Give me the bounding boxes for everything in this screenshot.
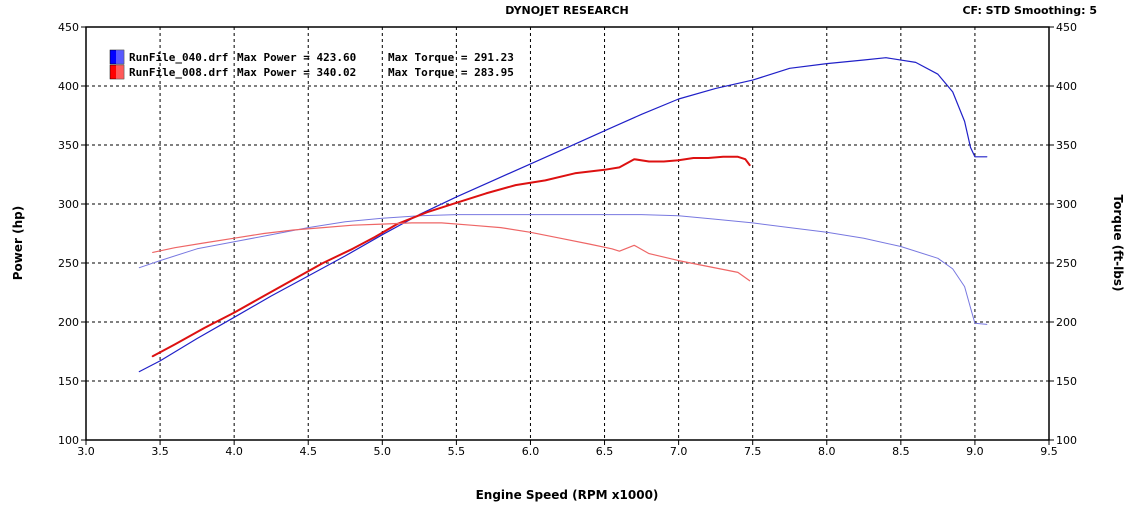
legend-swatch <box>109 64 125 80</box>
plot-frame <box>85 26 1050 441</box>
y-axis-label: Power (hp) <box>11 206 25 280</box>
x-tick-label: 7.0 <box>670 445 688 458</box>
x-tick-label: 3.5 <box>151 445 169 458</box>
series-line-runfile-040-power <box>138 57 988 373</box>
x-tick-label: 4.0 <box>225 445 243 458</box>
y2-tick-label: 350 <box>1056 139 1077 152</box>
x-tick-label: 4.5 <box>299 445 317 458</box>
x-tick-label: 7.5 <box>744 445 762 458</box>
x-tick-label: 8.0 <box>818 445 836 458</box>
y-tick-label: 300 <box>58 198 79 211</box>
x-tick-label: 6.0 <box>522 445 540 458</box>
y2-tick-label: 400 <box>1056 80 1077 93</box>
y-tick-label: 150 <box>58 375 79 388</box>
y2-tick-label: 300 <box>1056 198 1077 211</box>
x-tick-label: 3.0 <box>77 445 95 458</box>
legend-entry: RunFile_040.drf Max Power = 423.60 Max Tor… <box>109 49 514 65</box>
legend-entry: RunFile_008.drf Max Power = 340.02 Max Tor… <box>109 64 514 80</box>
legend-swatch-shade <box>116 65 124 79</box>
y2-tick-label: 450 <box>1056 21 1077 34</box>
correction-info: CF: STD Smoothing: 5 <box>962 4 1097 17</box>
legend-max-power: Max Power = 423.60 <box>237 51 356 64</box>
legend-max-power: Max Power = 340.02 <box>237 66 356 79</box>
legend-max-torque: Max Torque = 291.23 <box>388 51 514 64</box>
x-tick-label: 8.5 <box>892 445 910 458</box>
x-tick-label: 6.5 <box>596 445 614 458</box>
legend-swatch-shade <box>116 50 124 64</box>
x-tick-label: 9.0 <box>966 445 984 458</box>
y2-tick-label: 200 <box>1056 316 1077 329</box>
legend-file: RunFile_040.drf <box>129 51 228 64</box>
y2-axis-label: Torque (ft-lbs) <box>1111 195 1125 292</box>
y-tick-label: 100 <box>58 434 79 447</box>
x-tick-label: 9.5 <box>1040 445 1058 458</box>
legend-swatch <box>109 49 125 65</box>
legend: RunFile_040.drf Max Power = 423.60 Max Tor… <box>109 49 514 80</box>
chart-title: DYNOJET RESEARCH <box>505 4 628 17</box>
y-tick-label: 350 <box>58 139 79 152</box>
series-line-runfile-008-torque <box>152 222 751 282</box>
legend-max-torque: Max Torque = 283.95 <box>388 66 514 79</box>
legend-file: RunFile_008.drf <box>129 66 228 79</box>
y-tick-label: 200 <box>58 316 79 329</box>
grid-lines <box>81 26 1054 445</box>
y-tick-label: 400 <box>58 80 79 93</box>
series-line-runfile-040-torque <box>138 214 988 325</box>
series-line-runfile-008-power <box>151 155 751 358</box>
tick-labels: 3.0 3.5 4.0 4.5 5.0 5.5 6.0 6.5 7.0 7.5 8.0 8.5 9.0 9… <box>58 21 1077 458</box>
y-tick-label: 250 <box>58 257 79 270</box>
y2-tick-label: 250 <box>1056 257 1077 270</box>
x-axis-label: Engine Speed (RPM x1000) <box>476 488 659 502</box>
y-tick-label: 450 <box>58 21 79 34</box>
y2-tick-label: 150 <box>1056 375 1077 388</box>
x-tick-label: 5.0 <box>374 445 392 458</box>
series-lines <box>138 57 988 373</box>
x-tick-label: 5.5 <box>448 445 466 458</box>
y2-tick-label: 100 <box>1056 434 1077 447</box>
